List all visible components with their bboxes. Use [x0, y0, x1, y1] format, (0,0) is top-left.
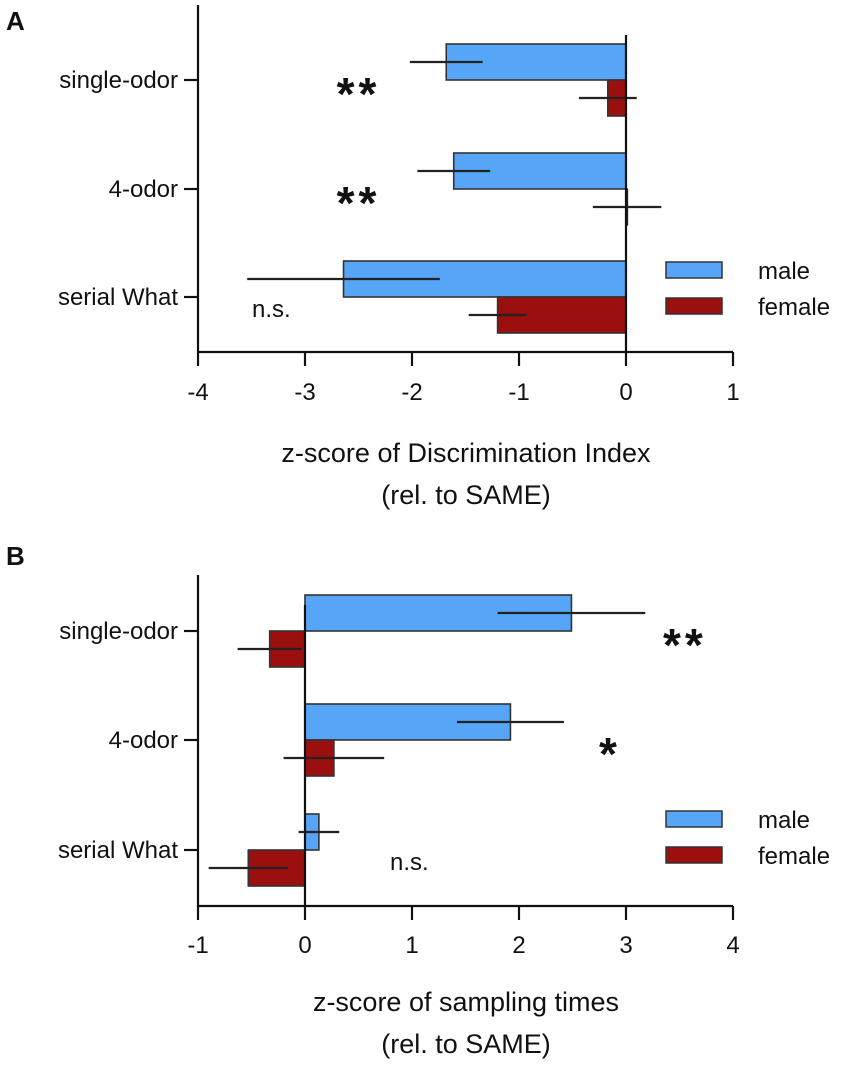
- y-tick-label: serial What: [58, 837, 178, 864]
- significance-label: **: [337, 177, 381, 229]
- x-tick-label: 2: [512, 932, 525, 959]
- x-axis-title: z-score of sampling times: [313, 987, 619, 1017]
- significance-label: n.s.: [252, 296, 291, 323]
- significance-label: *: [599, 728, 621, 780]
- x-tick-label: -3: [294, 379, 315, 406]
- x-tick-label: -1: [187, 932, 208, 959]
- y-tick-label: single-odor: [59, 67, 178, 94]
- legend-label-female: female: [758, 294, 830, 321]
- x-tick-label: 0: [298, 932, 311, 959]
- y-tick-label: 4-odor: [109, 727, 178, 754]
- legend-label-male: male: [758, 807, 810, 834]
- legend-swatch-female: [665, 846, 723, 864]
- x-axis-subtitle: (rel. to SAME): [381, 1029, 551, 1059]
- significance-label: n.s.: [390, 849, 429, 876]
- x-tick-label: 4: [726, 932, 739, 959]
- x-tick-label: -2: [401, 379, 422, 406]
- legend-swatch-female: [665, 297, 723, 315]
- x-tick-label: 3: [619, 932, 632, 959]
- panel-label: A: [6, 6, 25, 36]
- x-tick-label: 0: [619, 379, 632, 406]
- x-tick-label: -4: [187, 379, 208, 406]
- legend: male female: [665, 258, 830, 321]
- panel-a: A single-odor 4-odor serial What -4 -3 -2 -1 0 1…: [6, 5, 830, 510]
- legend-swatch-male: [665, 261, 723, 279]
- significance-label: **: [663, 619, 707, 671]
- significance-label: **: [337, 68, 381, 120]
- legend: male female: [665, 807, 830, 870]
- x-axis-title: z-score of Discrimination Index: [281, 438, 651, 468]
- legend-label-male: male: [758, 258, 810, 285]
- y-tick-label: 4-odor: [109, 176, 178, 203]
- x-tick-label: -1: [508, 379, 529, 406]
- x-tick-label: 1: [405, 932, 418, 959]
- panel-label: B: [6, 541, 25, 571]
- x-tick-label: 1: [726, 379, 739, 406]
- x-axis-subtitle: (rel. to SAME): [381, 480, 551, 510]
- y-tick-label: serial What: [58, 284, 178, 311]
- legend-label-female: female: [758, 843, 830, 870]
- y-tick-label: single-odor: [59, 618, 178, 645]
- legend-swatch-male: [665, 810, 723, 828]
